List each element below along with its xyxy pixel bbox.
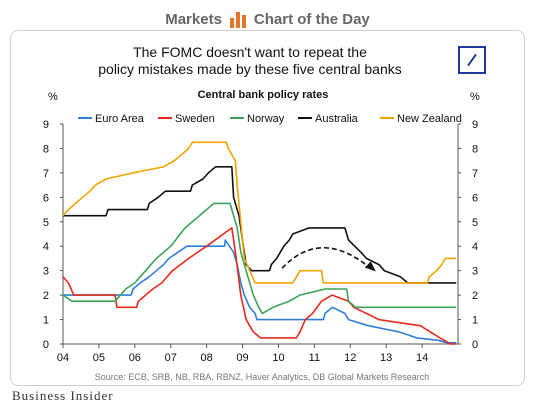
- series-line-new-zealand: [62, 141, 457, 284]
- series-line-euro-area: [63, 239, 457, 344]
- legend-label: Euro Area: [95, 113, 145, 125]
- series-line-sweden: [62, 227, 457, 345]
- y-tick-left-label: 9: [43, 119, 49, 131]
- y-tick-left-label: 3: [43, 266, 49, 278]
- x-tick-label: 13: [380, 352, 392, 364]
- x-tick-label: 04: [57, 352, 69, 364]
- x-tick-label: 07: [165, 352, 177, 364]
- y-tick-right-label: 8: [472, 143, 478, 155]
- legend-label: Sweden: [175, 113, 215, 125]
- source-note: Source: ECB, SRB, NB, RBA, RBNZ, Haver A…: [95, 372, 430, 382]
- y-tick-right-label: 4: [472, 241, 478, 253]
- series-line-australia: [63, 166, 457, 284]
- chart-of-the-day-label: Chart of the Day: [253, 10, 370, 28]
- series-line-norway: [62, 202, 457, 315]
- x-tick-label: 14: [416, 352, 428, 364]
- bar-chart-icon: [229, 10, 246, 28]
- business-insider-logo: Business Insider: [12, 388, 114, 403]
- y-tick-left-label: 1: [43, 315, 49, 327]
- y-axis-right-label: %: [470, 91, 480, 103]
- chart-headline: The FOMC doesn't want to repeat the poli…: [60, 44, 440, 78]
- y-tick-left-label: 5: [43, 217, 49, 229]
- legend-label: Australia: [315, 113, 359, 125]
- chart-panel: [10, 30, 525, 386]
- y-tick-right-label: 2: [472, 290, 478, 302]
- y-tick-left-label: 4: [43, 241, 49, 253]
- legend-label: New Zealand: [397, 113, 462, 125]
- y-axis-left-label: %: [48, 91, 58, 103]
- markets-header: Markets Chart of the Day: [0, 6, 535, 32]
- y-tick-right-label: 0: [472, 339, 478, 351]
- y-tick-right-label: 6: [472, 192, 478, 204]
- y-tick-left-label: 8: [43, 143, 49, 155]
- y-tick-right-label: 7: [472, 168, 478, 180]
- y-tick-left-label: 7: [43, 168, 49, 180]
- x-tick-label: 09: [236, 352, 248, 364]
- y-tick-right-label: 3: [472, 266, 478, 278]
- arrow-head: [364, 261, 376, 272]
- y-tick-left-label: 2: [43, 290, 49, 302]
- x-tick-label: 12: [344, 352, 356, 364]
- y-tick-right-label: 1: [472, 315, 478, 327]
- y-tick-left-label: 0: [43, 339, 49, 351]
- headline-line-1: The FOMC doesn't want to repeat the: [133, 44, 367, 60]
- x-tick-label: 10: [272, 352, 284, 364]
- y-tick-left-label: 6: [43, 192, 49, 204]
- x-tick-label: 06: [129, 352, 141, 364]
- easing-arrow: [281, 247, 376, 272]
- x-tick-label: 08: [201, 352, 213, 364]
- y-tick-right-label: 9: [472, 119, 478, 131]
- bank-logo-icon: [458, 46, 486, 74]
- markets-label: Markets: [165, 10, 222, 28]
- legend-label: Norway: [247, 113, 285, 125]
- x-tick-label: 05: [93, 352, 105, 364]
- x-tick-label: 11: [309, 352, 320, 364]
- y-tick-right-label: 5: [472, 217, 478, 229]
- arrow-path: [281, 247, 373, 271]
- chart-title: Central bank policy rates: [198, 89, 329, 101]
- headline-line-2: policy mistakes made by these five centr…: [98, 61, 402, 77]
